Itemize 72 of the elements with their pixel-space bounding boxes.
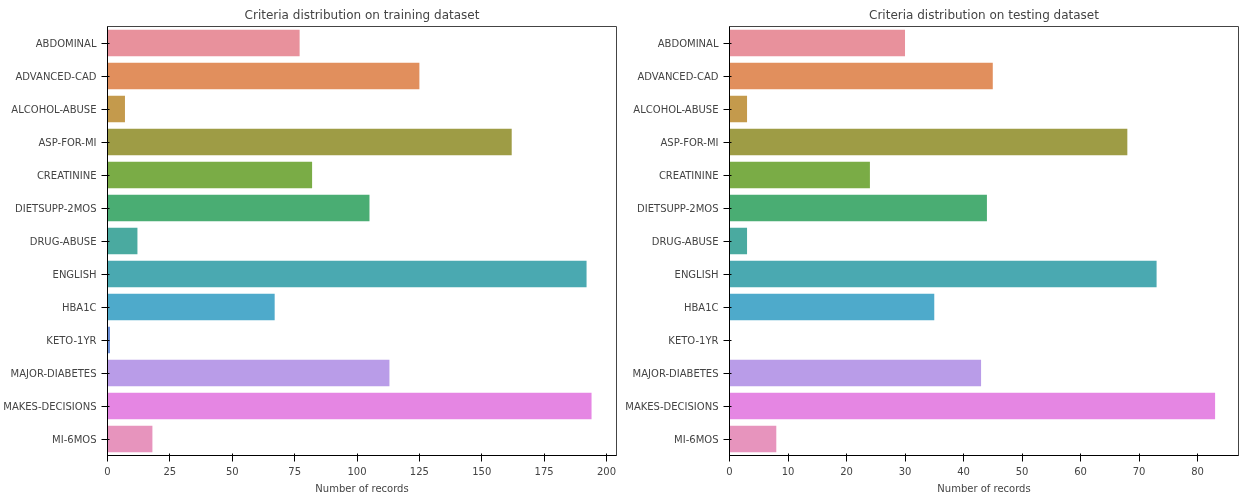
y-tick-label: ASP-FOR-MI <box>38 136 97 148</box>
x-tick-label: 125 <box>409 465 429 477</box>
bar <box>107 29 300 57</box>
y-tick-label: MAJOR-DIABETES <box>632 367 719 379</box>
bar <box>729 128 1128 156</box>
bar <box>729 95 748 123</box>
bar <box>107 62 420 90</box>
y-tick-label: KETO-1YR <box>668 334 719 346</box>
bar <box>107 194 370 222</box>
x-tick-label: 150 <box>472 465 492 477</box>
bar <box>107 260 587 288</box>
y-tick-label: DIETSUPP-2MOS <box>15 202 97 214</box>
y-tick-label: ABDOMINAL <box>657 37 719 49</box>
bar <box>107 161 313 189</box>
y-tick-label: MI-6MOS <box>52 433 97 445</box>
y-tick-label: KETO-1YR <box>46 334 97 346</box>
bar <box>729 227 748 255</box>
bar <box>729 425 777 453</box>
y-tick-label: DRUG-ABUSE <box>651 235 719 247</box>
y-tick-label: ASP-FOR-MI <box>660 136 719 148</box>
bar <box>729 62 993 90</box>
chart-title: Criteria distribution on training dataset <box>244 7 480 22</box>
bar <box>107 227 138 255</box>
x-tick-label: 175 <box>534 465 554 477</box>
x-tick-label: 30 <box>898 465 912 477</box>
bar <box>107 392 592 420</box>
x-tick-label: 0 <box>104 465 111 477</box>
x-tick-label: 10 <box>781 465 795 477</box>
x-axis-title: Number of records <box>315 482 409 494</box>
x-tick-label: 60 <box>1074 465 1087 477</box>
x-tick-label: 50 <box>225 465 239 477</box>
x-axis-title: Number of records <box>937 482 1031 494</box>
x-tick-label: 100 <box>347 465 367 477</box>
y-tick-label: HBA1C <box>61 301 97 313</box>
y-tick-label: MAJOR-DIABETES <box>10 367 97 379</box>
bar <box>729 161 870 189</box>
bar <box>107 95 125 123</box>
x-tick-label: 40 <box>957 465 970 477</box>
y-tick-label: ADVANCED-CAD <box>15 70 97 82</box>
x-tick-label: 200 <box>596 465 617 477</box>
y-tick-label: MAKES-DECISIONS <box>3 400 97 412</box>
bar <box>729 194 987 222</box>
bar <box>107 359 390 387</box>
y-tick-label: HBA1C <box>683 301 719 313</box>
y-tick-label: CREATININE <box>36 169 97 181</box>
y-tick-label: ENGLISH <box>52 268 97 280</box>
x-tick-label: 75 <box>288 465 301 477</box>
y-tick-label: ALCOHOL-ABUSE <box>633 103 719 115</box>
bar <box>107 293 275 321</box>
x-tick-label: 20 <box>840 465 853 477</box>
bar <box>729 359 982 387</box>
chart-title: Criteria distribution on testing dataset <box>869 7 1100 22</box>
y-tick-label: MI-6MOS <box>674 433 719 445</box>
x-tick-label: 25 <box>163 465 177 477</box>
x-tick-label: 0 <box>726 465 733 477</box>
y-tick-label: CREATININE <box>658 169 719 181</box>
y-tick-label: DRUG-ABUSE <box>29 235 97 247</box>
y-tick-label: ALCOHOL-ABUSE <box>11 103 97 115</box>
y-tick-label: ABDOMINAL <box>35 37 97 49</box>
bar <box>729 260 1157 288</box>
x-tick-label: 70 <box>1132 465 1146 477</box>
bar <box>107 128 512 156</box>
y-tick-label: ENGLISH <box>674 268 719 280</box>
y-tick-label: DIETSUPP-2MOS <box>637 202 719 214</box>
x-tick-label: 50 <box>1015 465 1029 477</box>
bar <box>729 392 1216 420</box>
bar <box>729 293 935 321</box>
y-tick-label: MAKES-DECISIONS <box>625 400 719 412</box>
bar <box>107 425 153 453</box>
x-tick-label: 80 <box>1191 465 1204 477</box>
bar <box>729 29 906 57</box>
y-tick-label: ADVANCED-CAD <box>637 70 719 82</box>
